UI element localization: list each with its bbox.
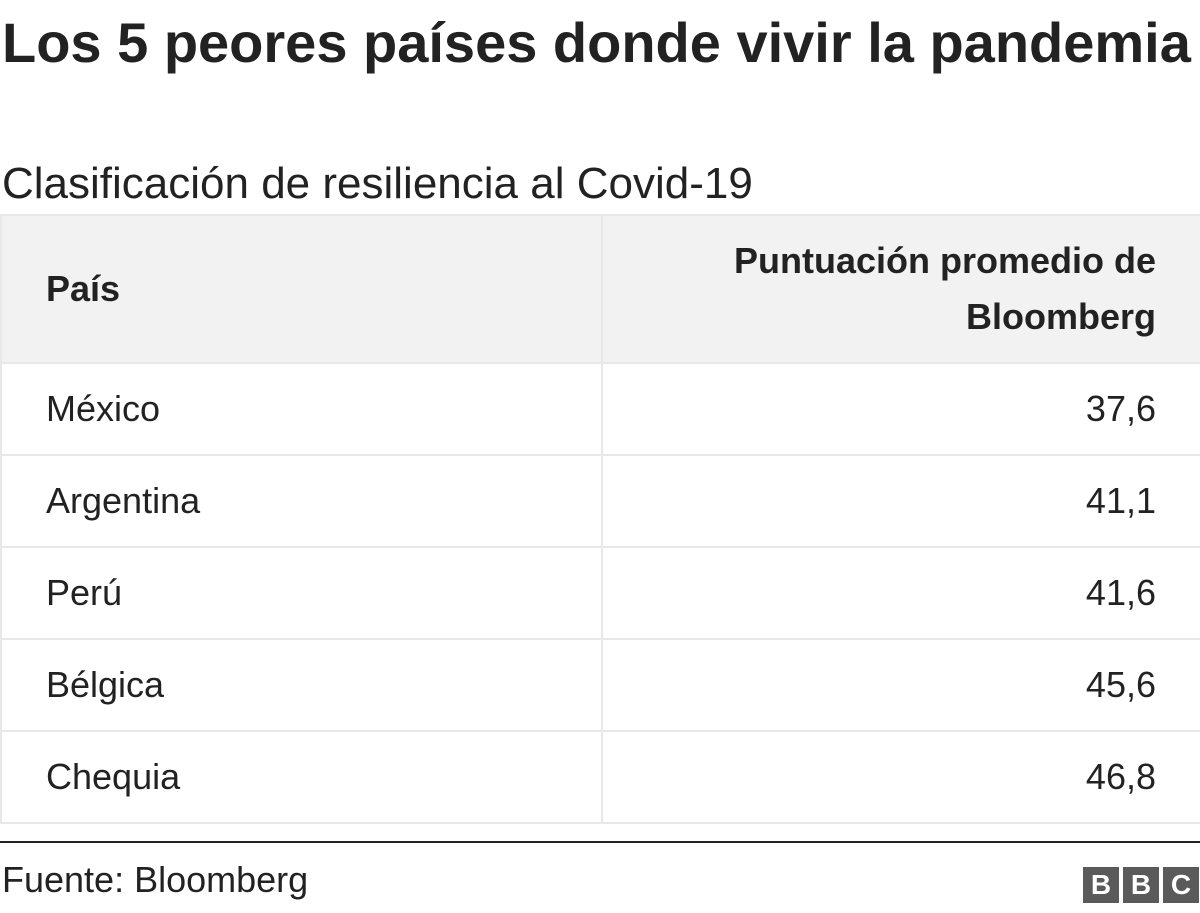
country-cell: Chequia <box>0 730 603 824</box>
score-cell: 45,6 <box>601 638 1200 732</box>
country-cell: Bélgica <box>0 638 603 732</box>
source-note: Fuente: Bloomberg <box>2 859 309 900</box>
country-cell: México <box>0 362 603 456</box>
chart-title: Los 5 peores países donde vivir la pande… <box>2 11 1191 74</box>
bbc-logo-block: B <box>1083 867 1119 903</box>
chart-subtitle: Clasificación de resiliencia al Covid-19 <box>2 159 753 208</box>
bbc-logo-block: C <box>1163 867 1199 903</box>
table-row: Perú 41,6 <box>0 546 1200 640</box>
bbc-logo-block: B <box>1123 867 1159 903</box>
table-row: Chequia 46,8 <box>0 730 1200 824</box>
country-cell: Perú <box>0 546 603 640</box>
table-row: Argentina 41,1 <box>0 454 1200 548</box>
footer-divider <box>0 841 1200 843</box>
table-row: Bélgica 45,6 <box>0 638 1200 732</box>
column-header-score: Puntuación promedio de Bloomberg <box>601 214 1200 364</box>
score-cell: 41,1 <box>601 454 1200 548</box>
column-header-country: País <box>0 214 603 364</box>
table-header-row: País Puntuación promedio de Bloomberg <box>0 214 1200 364</box>
country-cell: Argentina <box>0 454 603 548</box>
data-table: País Puntuación promedio de Bloomberg Mé… <box>0 214 1200 824</box>
table-row: México 37,6 <box>0 362 1200 456</box>
score-cell: 46,8 <box>601 730 1200 824</box>
bbc-logo: B B C <box>1083 867 1199 903</box>
score-cell: 37,6 <box>601 362 1200 456</box>
score-cell: 41,6 <box>601 546 1200 640</box>
